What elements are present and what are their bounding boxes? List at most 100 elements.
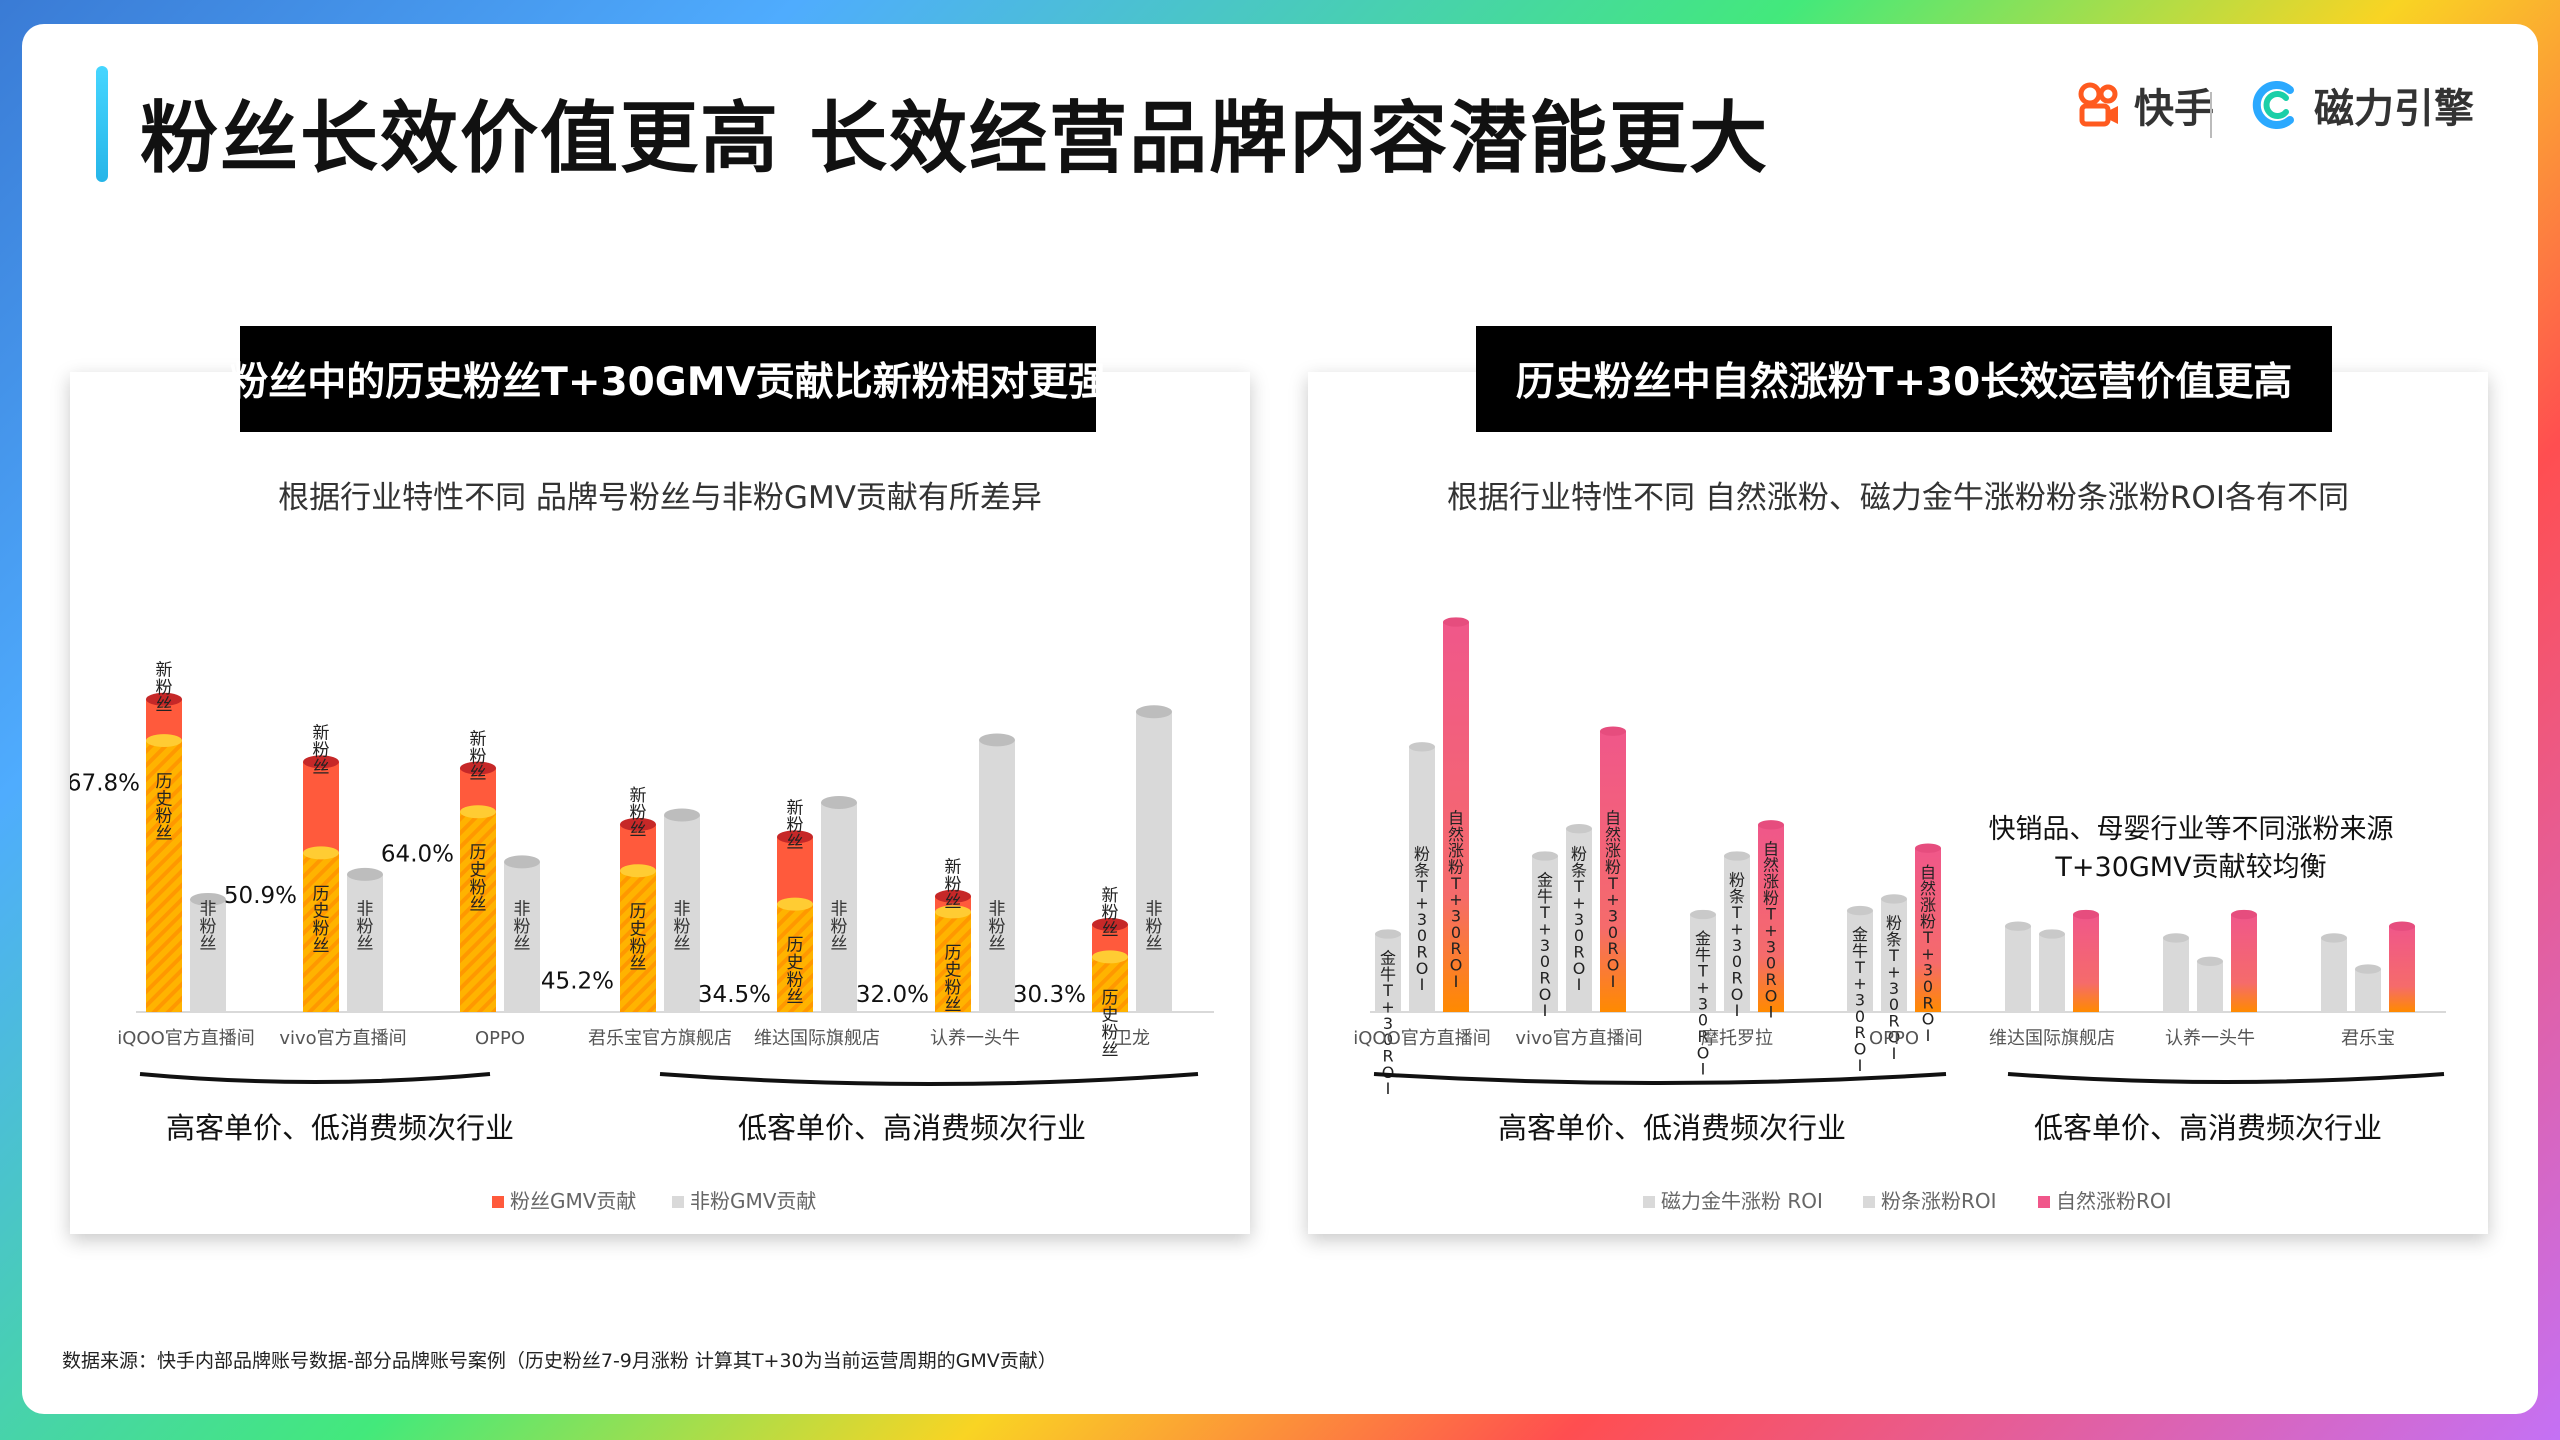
roi-bar-label: O bbox=[1382, 1063, 1395, 1082]
nonfan-bar bbox=[347, 874, 383, 1012]
roi-bar-label: 3 bbox=[1732, 936, 1742, 955]
roi-bar-label: T bbox=[1922, 928, 1933, 947]
roi-bar-top bbox=[1532, 851, 1558, 861]
category-label: OPPO bbox=[1869, 1028, 1919, 1049]
fan-hist-label: 丝 bbox=[470, 895, 487, 915]
roi-bar-label: T bbox=[1450, 874, 1461, 893]
nonfan-bar-label: 丝 bbox=[1146, 934, 1163, 954]
roi-bar-label: O bbox=[1450, 955, 1463, 974]
fan-new-label: 丝 bbox=[470, 764, 487, 784]
roi-bar-label: 然 bbox=[1920, 879, 1936, 898]
roi-bar-label: 金 bbox=[1380, 949, 1396, 968]
nonfan-bar-label: 粉 bbox=[831, 917, 848, 937]
fan-hist-segment-top bbox=[460, 805, 496, 819]
fan-hist-label: 粉 bbox=[787, 970, 804, 990]
fan-hist-label: 史 bbox=[787, 953, 804, 973]
fan-hist-label: 粉 bbox=[1102, 1023, 1119, 1043]
hist-share-label: 64.0% bbox=[381, 842, 454, 868]
roi-bar-label: 3 bbox=[1540, 936, 1550, 955]
fan-hist-label: 历 bbox=[1102, 988, 1119, 1008]
roi-bar bbox=[1532, 856, 1558, 1012]
roi-bar-label: T bbox=[1765, 905, 1776, 924]
nonfan-bar-top bbox=[821, 795, 857, 809]
hist-share-label: 50.9% bbox=[224, 883, 297, 909]
roi-bar-label: I bbox=[1926, 1026, 1931, 1045]
roi-bar-label: 自 bbox=[1920, 863, 1936, 882]
fan-new-segment-top bbox=[935, 889, 971, 903]
roi-bar-label: R bbox=[1539, 969, 1550, 988]
nonfan-bar-top bbox=[347, 867, 383, 881]
roi-bar-label: R bbox=[1382, 1047, 1393, 1066]
roi-bar-label: 0 bbox=[1698, 1011, 1708, 1030]
category-label: 认养一头牛 bbox=[930, 1028, 1020, 1049]
fan-hist-label: 粉 bbox=[313, 919, 330, 939]
category-label: 认养一头牛 bbox=[2165, 1028, 2255, 1049]
roi-bar-label: 涨 bbox=[1920, 895, 1936, 914]
roi-bar-label: 0 bbox=[1608, 923, 1618, 942]
data-source-note: 数据来源：快手内部品牌账号数据-部分品牌账号案例（历史粉丝7-9月涨粉 计算其T… bbox=[62, 1350, 1057, 1372]
fan-new-label: 新 bbox=[945, 858, 962, 878]
hist-share-label: 32.0% bbox=[856, 982, 929, 1008]
roi-bar-label: + bbox=[1572, 894, 1585, 913]
roi-bar-label: 粉 bbox=[1605, 858, 1621, 877]
roi-bar-top bbox=[2005, 921, 2031, 931]
roi-bar-top bbox=[2389, 921, 2415, 931]
kuaishou-logo: 快手 bbox=[2074, 76, 2214, 134]
roi-bar-label: 0 bbox=[1417, 926, 1427, 945]
fan-new-label: 粉 bbox=[945, 875, 962, 895]
legend-label-fans: 粉丝GMV贡献 bbox=[510, 1189, 636, 1213]
roi-bar bbox=[1915, 848, 1941, 1012]
roi-bar-label: + bbox=[1538, 920, 1551, 939]
fan-new-segment bbox=[460, 768, 496, 812]
roi-bar-label: O bbox=[1922, 1010, 1935, 1029]
roi-bar-label: O bbox=[1765, 986, 1778, 1005]
nonfan-bar-label: 非 bbox=[357, 899, 374, 919]
group-label-right: 低客单价、高消费频次行业 bbox=[738, 1111, 1086, 1145]
roi-bar-label: 金 bbox=[1852, 925, 1868, 944]
roi-bar-label: + bbox=[1415, 894, 1428, 913]
roi-bar-top bbox=[1915, 843, 1941, 853]
fan-gmv-chart: 非粉丝新粉丝历史粉丝67.8%iQOO官方直播间非粉丝新粉丝历史粉丝50.9%v… bbox=[70, 661, 1214, 1213]
fan-hist-segment-top bbox=[1092, 950, 1128, 964]
roi-bar-label: O bbox=[1539, 985, 1552, 1004]
roi-bar bbox=[1600, 731, 1626, 1012]
roi-bar-label: 0 bbox=[1574, 926, 1584, 945]
fan-hist-label: 丝 bbox=[313, 936, 330, 956]
nonfan-bar bbox=[979, 739, 1015, 1012]
roi-bar-label: + bbox=[1449, 890, 1462, 909]
fan-new-label: 粉 bbox=[630, 803, 647, 823]
fan-new-label: 丝 bbox=[630, 820, 647, 840]
legend-swatch-nonfans bbox=[672, 1196, 684, 1208]
roi-bar-label: 3 bbox=[1451, 907, 1461, 926]
roi-bar bbox=[1847, 910, 1873, 1012]
roi-bar bbox=[2039, 934, 2065, 1012]
roi-bar-top bbox=[1375, 929, 1401, 939]
roi-bar-label: 然 bbox=[1763, 856, 1779, 875]
nonfan-bar-label: 非 bbox=[989, 899, 1006, 919]
roi-bar-label: I bbox=[1386, 1079, 1391, 1098]
nonfan-bar-label: 丝 bbox=[357, 934, 374, 954]
fan-hist-segment-top bbox=[777, 897, 813, 911]
fan-hist-label: 历 bbox=[945, 943, 962, 963]
roi-bar-label: R bbox=[1922, 993, 1933, 1012]
roi-bar-label: + bbox=[1381, 998, 1394, 1017]
roi-bar-label: I bbox=[1611, 972, 1616, 991]
legend-swatch-fans bbox=[492, 1196, 504, 1208]
fan-new-segment-top bbox=[303, 755, 339, 769]
fan-hist-label: 丝 bbox=[156, 824, 173, 844]
fan-new-label: 粉 bbox=[156, 678, 173, 698]
roi-bar bbox=[2389, 926, 2415, 1012]
roi-bar-label: 3 bbox=[1574, 910, 1584, 929]
fan-new-segment bbox=[303, 761, 339, 853]
logo-divider bbox=[2210, 92, 2212, 138]
roi-bar-label: 涨 bbox=[1448, 841, 1464, 860]
roi-bar-label: R bbox=[1854, 1023, 1865, 1042]
roi-bar-label: O bbox=[1573, 959, 1586, 978]
right-chart-panel bbox=[1308, 372, 2488, 1234]
nonfan-bar-label: 丝 bbox=[989, 934, 1006, 954]
fan-hist-label: 历 bbox=[470, 843, 487, 863]
roi-bar-label: + bbox=[1853, 974, 1866, 993]
fan-hist-segment bbox=[620, 870, 656, 1012]
roi-bar-label: R bbox=[1697, 1027, 1708, 1046]
fan-hist-segment bbox=[777, 904, 813, 1012]
